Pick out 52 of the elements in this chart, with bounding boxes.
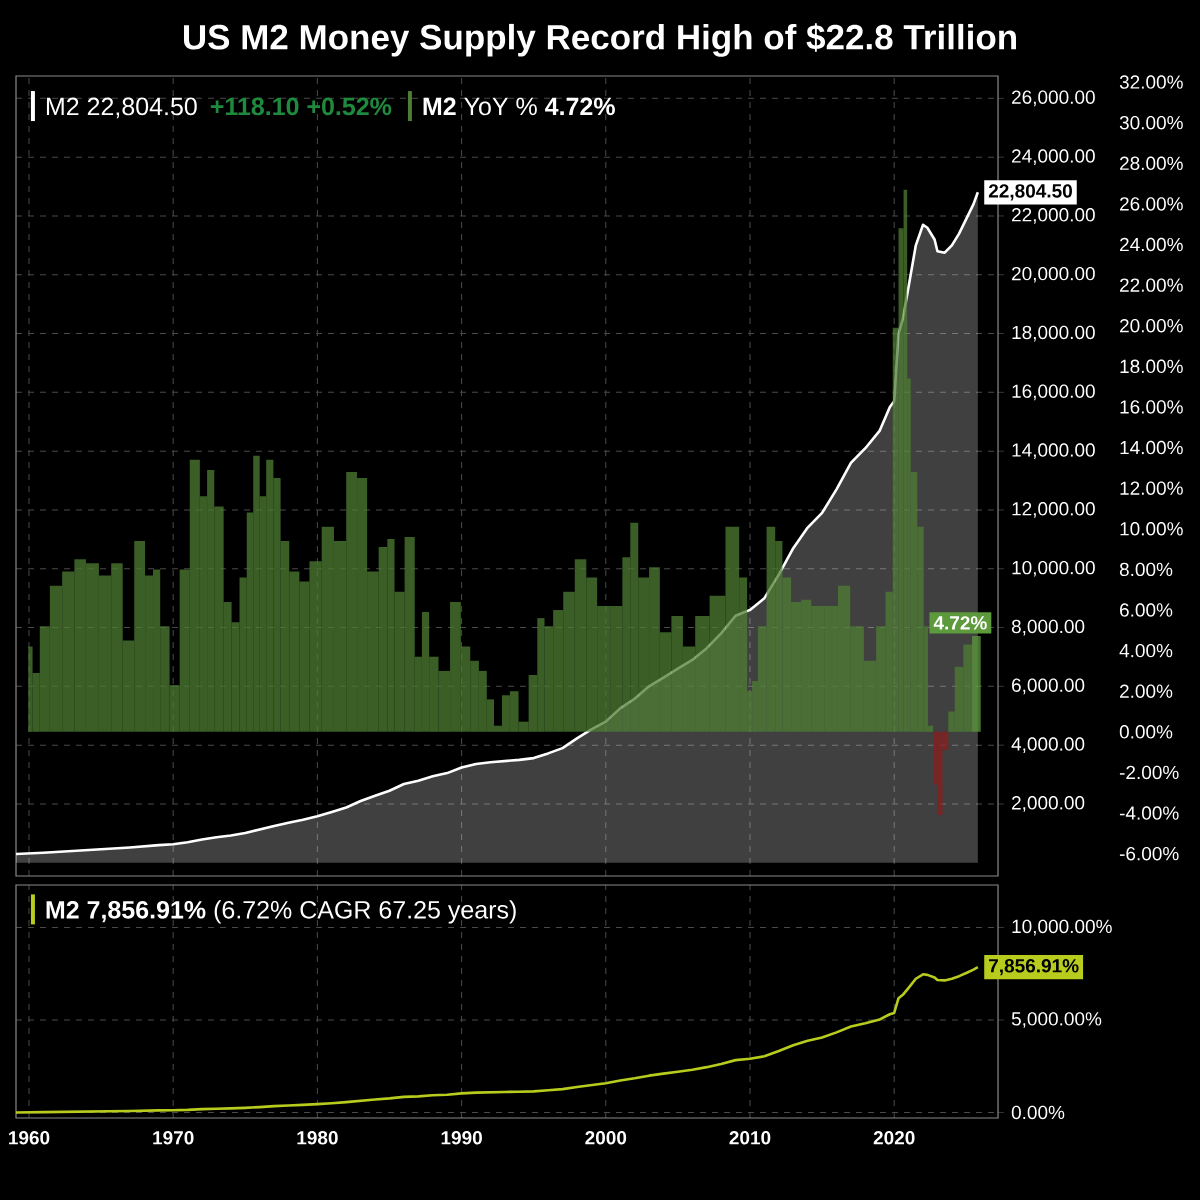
chart-title: US M2 Money Supply Record High of $22.8 Trillion [183,23,1016,57]
data-label: 22,804.50 [988,184,1072,201]
y2-tick-label: 18.00% [1120,359,1183,374]
y-tick-label: 8,000.00 [1011,619,1085,636]
x-tick-label: 1980 [297,1131,338,1145]
y-tick-label: 26,000.00 [1012,90,1095,107]
y2-tick-label: 14.00% [1120,440,1183,455]
y2-tick-label: 22.00% [1120,278,1183,292]
y-tick-label: 20,000.00 [1012,266,1095,283]
data-label: 4.72% [933,616,987,630]
y2-tick-label: 0.00% [1119,725,1173,739]
y-tick-label: 4,000.00 [1011,737,1085,754]
y2-tick-label: 6.00% [1120,603,1173,617]
y2-tick-label: 16.00% [1120,400,1183,414]
y2-tick-label: 26.00% [1120,197,1183,211]
legend-label: M2 YoY % 4.72% [423,97,615,116]
x-tick-label: 2000 [585,1131,627,1145]
data-label: 7,856.91% [989,959,1079,976]
legend-label: M2 22,804.50 [46,97,197,119]
y-tick-label: 22,000.00 [1012,208,1095,224]
y-tick-label: 12,000.00 [1012,502,1095,518]
x-tick-label: 1970 [153,1131,194,1145]
x-tick-label: 1990 [441,1131,482,1145]
annotation: +118.10 +0.52% [210,97,392,116]
x-tick-label: 2010 [729,1131,771,1145]
x-tick-label: 2020 [873,1131,915,1145]
y2-tick-label: 12.00% [1120,481,1183,495]
y-tick-label: 10,000.00% [1012,919,1112,936]
y2-tick-label: 24.00% [1120,237,1183,252]
y-tick-label: 6,000.00 [1012,678,1085,695]
y2-tick-label: 2.00% [1120,684,1173,698]
bar [972,636,981,732]
y2-tick-label: 8.00% [1119,562,1173,577]
y-tick-label: 14,000.00 [1012,443,1095,460]
y2-tick-label: -4.00% [1119,806,1179,820]
y2-tick-label: 32.00% [1119,75,1183,89]
y-tick-label: 0.00% [1011,1105,1065,1120]
y2-tick-label: 28.00% [1120,156,1183,171]
y-tick-label: 18,000.00 [1012,325,1095,342]
y2-tick-label: 30.00% [1119,115,1183,130]
y-tick-label: 5,000.00% [1011,1012,1102,1028]
y2-tick-label: -2.00% [1119,765,1179,780]
legend-label: M2 7,856.91% (6.72% CAGR 67.25 years) [46,900,516,924]
y-tick-label: 24,000.00 [1012,149,1095,165]
y-tick-label: 16,000.00 [1012,384,1095,401]
y2-tick-label: 10.00% [1120,522,1183,536]
y-tick-label: 2,000.00 [1012,796,1085,812]
y2-tick-label: -6.00% [1119,846,1179,861]
x-tick-label: 1960 [9,1131,50,1145]
y-tick-label: 10,000.00 [1012,560,1095,577]
y2-tick-label: 20.00% [1120,319,1183,333]
y2-tick-label: 4.00% [1119,643,1173,658]
